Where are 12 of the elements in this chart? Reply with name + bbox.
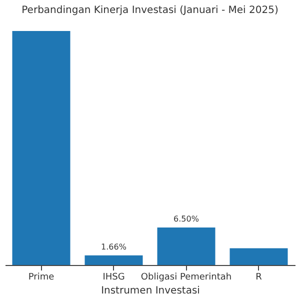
x-tick-label: Obligasi Pemerintah — [140, 272, 232, 282]
x-tick-label: IHSG — [102, 272, 125, 282]
x-axis-title: Instrumen Investasi — [101, 286, 200, 296]
bar — [84, 255, 143, 265]
x-tick-label: Prime — [28, 272, 55, 282]
data-label: 6.50% — [174, 214, 200, 224]
bar — [12, 31, 70, 265]
bar — [230, 248, 288, 265]
data-label: 1.66% — [101, 242, 127, 252]
chart-title: Perbandingan Kinerja Investasi (Januari - Mei 2025) — [22, 5, 278, 16]
bar — [157, 227, 216, 265]
x-tick-label: R — [256, 272, 262, 282]
